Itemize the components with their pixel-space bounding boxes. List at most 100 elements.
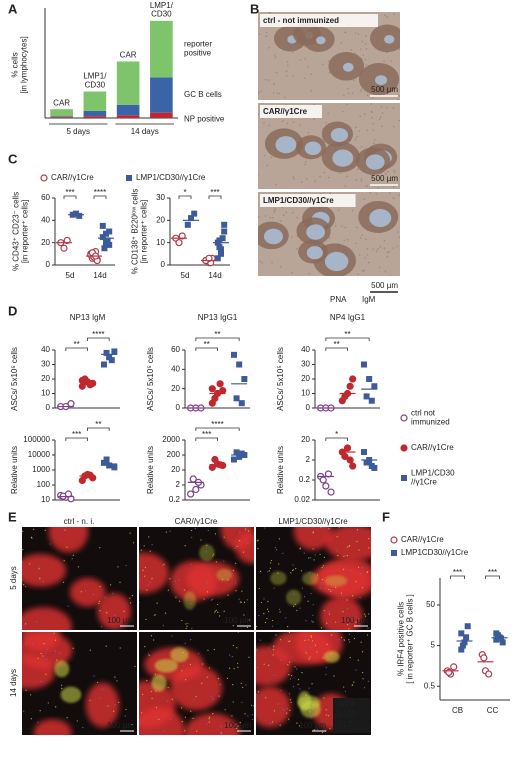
speckle — [364, 613, 366, 615]
speckle — [37, 721, 39, 723]
speckle — [194, 527, 196, 530]
speckle — [64, 529, 66, 531]
speckle — [150, 635, 153, 637]
speckle — [288, 674, 290, 676]
speckle — [42, 580, 44, 583]
speckle — [96, 681, 99, 684]
texture — [356, 226, 358, 229]
texture — [310, 73, 312, 76]
texture — [264, 215, 267, 217]
speckle — [191, 536, 193, 538]
speckle — [346, 624, 349, 626]
speckle — [270, 559, 272, 562]
speckle — [348, 639, 350, 641]
speckle — [310, 592, 312, 595]
speckle — [310, 710, 312, 712]
chart-title: NP13 IgM — [70, 313, 106, 322]
speckle — [330, 653, 332, 655]
speckle — [326, 584, 328, 586]
gl7-region — [154, 658, 178, 673]
speckle — [344, 554, 346, 557]
point — [485, 670, 493, 678]
legend-label: LMP1CD30//γ1Cre — [401, 548, 469, 557]
image-label: LMP1/CD30//γ1Cre — [263, 196, 334, 205]
texture — [365, 64, 368, 66]
speckle — [61, 687, 63, 689]
y-tick-label: 10 — [301, 389, 310, 398]
panel-letter: A — [8, 1, 18, 16]
texture — [366, 254, 369, 256]
speckle — [301, 672, 303, 674]
texture — [365, 238, 367, 240]
speckle — [346, 546, 348, 548]
y-tick-label: 0.5 — [424, 681, 436, 690]
speckle — [38, 566, 40, 568]
panel-letter: D — [8, 303, 17, 318]
bar-segment — [83, 110, 107, 117]
speckle — [311, 620, 313, 622]
micrograph — [22, 632, 137, 735]
point — [363, 393, 370, 400]
texture — [361, 234, 364, 237]
y-tick-label: 0 — [46, 403, 51, 412]
texture — [392, 197, 395, 199]
speckle — [337, 554, 339, 557]
speckle — [183, 589, 186, 591]
speckle — [38, 568, 40, 570]
speckle — [280, 689, 282, 692]
y-tick-label: 20 — [41, 238, 50, 247]
point — [211, 455, 219, 464]
germinal-center — [306, 246, 323, 260]
point — [459, 642, 466, 649]
speckle — [195, 696, 197, 698]
texture — [371, 116, 373, 119]
speckle — [353, 681, 355, 683]
speckle — [348, 628, 350, 630]
texture — [308, 272, 310, 275]
gl7-region — [270, 571, 287, 586]
speckle — [223, 560, 225, 562]
group-label: 5 days — [66, 127, 90, 136]
texture — [381, 125, 383, 128]
speckle — [268, 610, 270, 613]
speckle — [305, 694, 307, 696]
speckle — [286, 708, 288, 710]
texture — [269, 216, 271, 219]
speckle — [330, 590, 332, 592]
speckle — [226, 677, 229, 679]
point — [230, 456, 237, 463]
significance-label: ** — [74, 340, 80, 349]
speckle — [212, 698, 214, 700]
point — [461, 639, 468, 646]
significance-bracket — [195, 337, 240, 341]
speckle — [206, 591, 209, 593]
speckle — [336, 550, 338, 552]
speckle — [89, 649, 91, 651]
speckle — [219, 615, 221, 617]
speckle — [294, 603, 296, 605]
column-label: CAR//γ1Cre — [175, 517, 218, 526]
germinal-center — [316, 36, 326, 45]
speckle — [260, 601, 263, 604]
bar-segment — [150, 20, 173, 78]
texture — [323, 171, 326, 174]
speckle — [213, 553, 215, 555]
y-axis-label: Relative units — [10, 446, 19, 494]
point — [219, 387, 227, 395]
speckle — [362, 678, 364, 680]
speckle — [130, 602, 132, 604]
b220-region — [85, 682, 120, 728]
y-tick-label: 60 — [41, 193, 50, 202]
speckle — [220, 732, 223, 734]
b220-region — [22, 553, 67, 587]
speckle — [80, 591, 82, 593]
speckle — [329, 727, 331, 730]
speckle — [325, 714, 327, 716]
speckle — [167, 589, 169, 591]
speckle — [93, 675, 95, 677]
speckle — [206, 676, 208, 678]
speckle — [223, 610, 225, 612]
texture — [329, 192, 331, 194]
legend-marker — [400, 444, 408, 452]
y-tick-label: 50 — [426, 600, 435, 609]
